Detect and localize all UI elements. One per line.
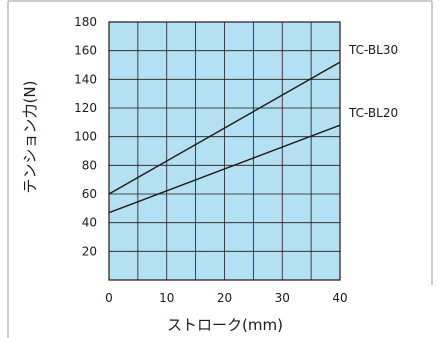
y-tick-label: 80	[82, 158, 97, 172]
series-line-tc-bl20	[108, 124, 341, 214]
series-line-tc-bl30	[108, 61, 341, 195]
series-lines	[108, 61, 341, 214]
series-label-tc-bl20: TC-BL20	[348, 106, 398, 120]
y-tick-label: 140	[74, 72, 97, 86]
plot-border	[108, 21, 341, 281]
y-tick-label: 20	[82, 244, 97, 258]
y-tick-label: 100	[74, 130, 97, 144]
x-axis-label: ストローク(mm)	[167, 316, 283, 334]
x-tick-label: 30	[275, 291, 290, 305]
y-tick-label: 120	[74, 101, 97, 115]
x-tick-label: 10	[159, 291, 174, 305]
y-tick-label: 180	[74, 15, 97, 29]
x-tick-labels: 0 10 20 30 40	[105, 291, 347, 305]
plot-area	[108, 21, 341, 281]
x-tick-label: 40	[332, 291, 347, 305]
x-tick-label: 20	[217, 291, 232, 305]
series-label-tc-bl30: TC-BL30	[348, 43, 398, 57]
grid-lines	[109, 22, 340, 280]
y-tick-label: 60	[82, 187, 97, 201]
y-tick-label: 40	[82, 216, 97, 230]
series-labels: TC-BL30 TC-BL20	[348, 43, 398, 120]
y-tick-labels: 20 40 60 80 100 120 140 160 180	[74, 15, 97, 258]
y-axis-label: テンション力(N)	[21, 81, 39, 194]
y-tick-label: 160	[74, 44, 97, 58]
x-tick-label: 0	[105, 291, 113, 305]
